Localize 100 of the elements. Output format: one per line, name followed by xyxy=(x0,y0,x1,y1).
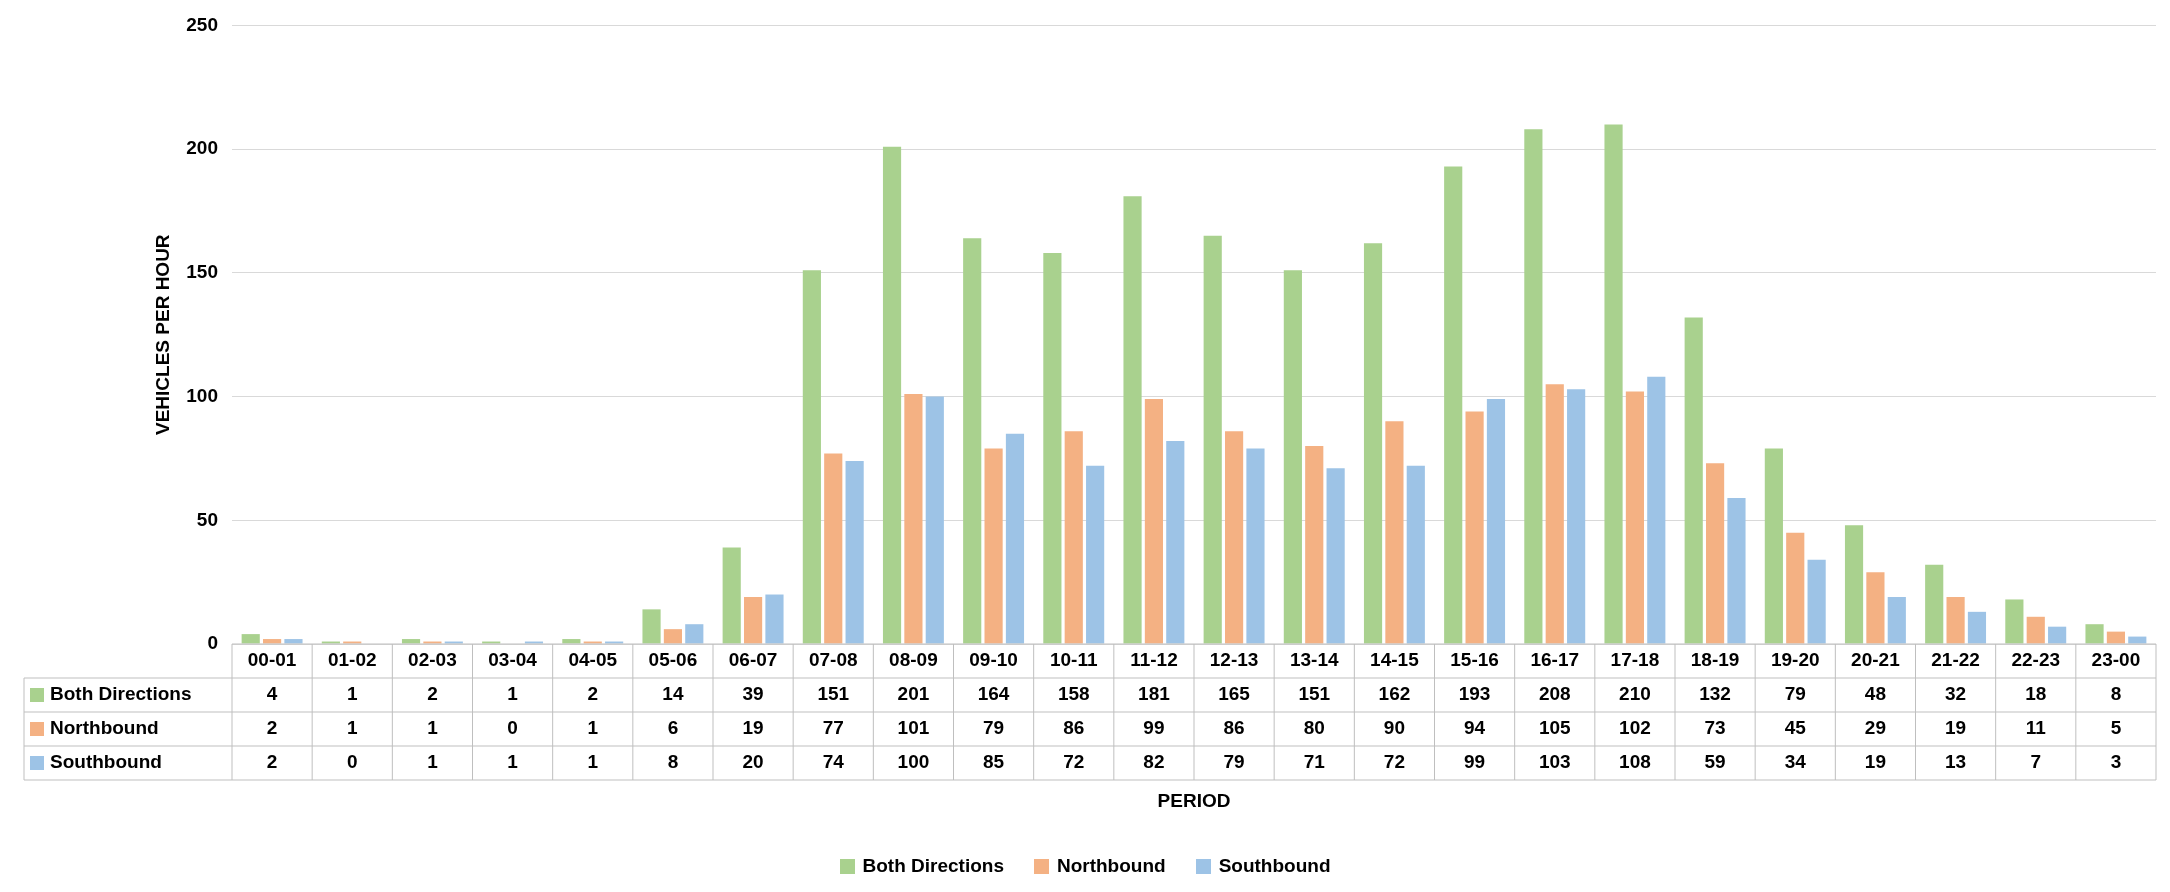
data-label: 164 xyxy=(977,683,1010,705)
data-label: 1 xyxy=(507,683,519,705)
y-tick-label: 100 xyxy=(186,384,218,406)
data-label: 48 xyxy=(1864,683,1886,705)
x-tick-label: 14-15 xyxy=(1370,649,1420,671)
legend-label: Northbound xyxy=(50,717,159,739)
data-label: 99 xyxy=(1464,751,1486,773)
data-label: 3 xyxy=(2110,751,2122,773)
data-label: 80 xyxy=(1303,717,1325,739)
y-tick-label: 50 xyxy=(196,508,218,530)
data-label: 7 xyxy=(2030,751,2042,773)
data-label: 8 xyxy=(2110,683,2122,705)
data-label: 94 xyxy=(1464,717,1486,739)
data-label: 82 xyxy=(1143,751,1165,773)
data-label: 101 xyxy=(897,717,930,739)
data-label: 14 xyxy=(662,683,684,705)
x-tick-label: 00-01 xyxy=(247,649,297,671)
data-label: 11 xyxy=(2025,717,2047,739)
x-tick-label: 13-14 xyxy=(1289,649,1339,671)
data-label: 73 xyxy=(1704,717,1726,739)
data-label: 74 xyxy=(822,751,845,773)
data-label: 71 xyxy=(1303,751,1326,773)
y-tick-label: 150 xyxy=(186,261,218,283)
x-tick-label: 01-02 xyxy=(327,649,377,671)
x-tick-label: 22-23 xyxy=(2011,649,2061,671)
x-tick-label: 17-18 xyxy=(1610,649,1660,671)
data-label: 193 xyxy=(1458,683,1491,705)
data-label: 201 xyxy=(897,683,930,705)
x-tick-label: 16-17 xyxy=(1530,649,1580,671)
text: Southbound xyxy=(1218,855,1331,876)
data-label: 86 xyxy=(1223,717,1245,739)
data-label: 165 xyxy=(1218,683,1251,705)
data-label: 19 xyxy=(1945,717,1967,739)
x-tick-label: 12-13 xyxy=(1209,649,1259,671)
data-label: 103 xyxy=(1538,751,1571,773)
data-label: 2 xyxy=(266,751,278,773)
data-label: 79 xyxy=(1223,751,1245,773)
data-label: 2 xyxy=(427,683,438,705)
data-label: 5 xyxy=(2110,717,2122,739)
data-label: 79 xyxy=(983,717,1005,739)
data-label: 86 xyxy=(1063,717,1085,739)
text: Northbound xyxy=(1056,855,1166,876)
data-label: 100 xyxy=(897,751,930,773)
data-label: 1 xyxy=(346,683,358,705)
data-label: 1 xyxy=(587,717,599,739)
data-label: 8 xyxy=(667,751,679,773)
data-label: 210 xyxy=(1619,683,1651,705)
data-label: 19 xyxy=(1864,751,1886,773)
x-tick-label: 19-20 xyxy=(1770,649,1820,671)
data-label: 1 xyxy=(346,717,358,739)
y-axis-title: VEHICLES PER HOUR xyxy=(151,234,173,435)
data-label: 1 xyxy=(587,751,599,773)
legend-label: Southbound xyxy=(50,751,162,773)
data-label: 151 xyxy=(1298,683,1331,705)
data-label: 79 xyxy=(1784,683,1806,705)
x-tick-label: 05-06 xyxy=(648,649,698,671)
data-label: 39 xyxy=(742,683,764,705)
data-label: 181 xyxy=(1138,683,1171,705)
x-tick-label: 15-16 xyxy=(1450,649,1499,671)
data-label: 108 xyxy=(1619,751,1651,773)
data-label: 158 xyxy=(1057,683,1090,705)
text: Both Directions xyxy=(862,855,1004,876)
data-label: 1 xyxy=(507,751,519,773)
x-tick-label: 06-07 xyxy=(728,649,778,671)
y-tick-label: 200 xyxy=(186,137,218,159)
text: PERIOD xyxy=(1157,790,1231,812)
x-tick-label: 18-19 xyxy=(1690,649,1740,671)
data-label: 2 xyxy=(587,683,599,705)
data-label: 4 xyxy=(266,683,278,705)
data-label: 0 xyxy=(346,751,358,773)
data-label: 19 xyxy=(742,717,764,739)
data-label: 20 xyxy=(742,751,764,773)
x-tick-label: 11-12 xyxy=(1130,649,1178,671)
data-label: 59 xyxy=(1704,751,1726,773)
data-label: 162 xyxy=(1378,683,1411,705)
data-label: 90 xyxy=(1383,717,1405,739)
x-tick-label: 20-21 xyxy=(1851,649,1901,671)
x-tick-label: 02-03 xyxy=(408,649,457,671)
x-tick-label: 04-05 xyxy=(568,649,618,671)
x-tick-label: 23-00 xyxy=(2091,649,2141,671)
data-label: 2 xyxy=(266,717,278,739)
data-label: 29 xyxy=(1864,717,1886,739)
data-label: 32 xyxy=(1945,683,1967,705)
x-tick-label: 03-04 xyxy=(488,649,538,671)
x-tick-label: 07-08 xyxy=(808,649,858,671)
data-label: 85 xyxy=(983,751,1005,773)
data-label: 1 xyxy=(427,717,439,739)
data-label: 77 xyxy=(822,717,844,739)
legend-label: Both Directions xyxy=(50,683,192,705)
x-tick-label: 08-09 xyxy=(889,649,938,671)
y-tick-label: 250 xyxy=(186,13,218,35)
data-label: 45 xyxy=(1784,717,1807,739)
data-label: 34 xyxy=(1784,751,1807,773)
y-tick-label: 0 xyxy=(207,632,218,654)
data-label: 6 xyxy=(667,717,679,739)
data-label: 132 xyxy=(1699,683,1731,705)
data-label: 208 xyxy=(1538,683,1571,705)
data-label: 13 xyxy=(1945,751,1967,773)
x-tick-label: 10-11 xyxy=(1049,649,1098,671)
data-label: 99 xyxy=(1143,717,1165,739)
